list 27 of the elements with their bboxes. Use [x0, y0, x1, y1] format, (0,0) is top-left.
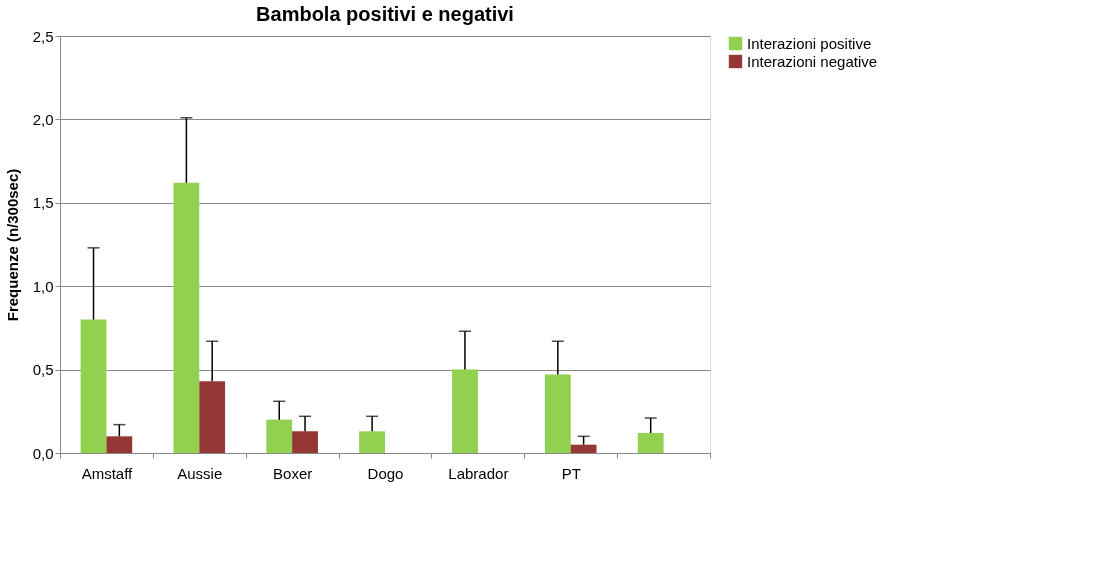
- bar: [80, 319, 107, 453]
- bar: [266, 419, 293, 453]
- legend-label: Interazioni negative: [747, 52, 878, 70]
- bar: [106, 436, 133, 453]
- x-tick-label: Amstaff: [81, 464, 134, 482]
- x-tick-label: PT: [561, 464, 581, 482]
- x-tick-label: Dogo: [367, 464, 404, 482]
- bar: [452, 369, 478, 453]
- x-tick-label: Labrador: [448, 464, 509, 482]
- x-tick-label: Boxer: [273, 464, 313, 482]
- bar: [199, 381, 226, 453]
- y-tick-label: 1,0: [32, 277, 54, 295]
- x-tick-label: Aussie: [177, 464, 223, 482]
- chart-title: Bambola positivi e negativi: [256, 3, 514, 25]
- bar: [173, 182, 200, 453]
- y-tick-label: 0,0: [32, 444, 54, 462]
- bar: [570, 444, 597, 453]
- y-tick-label: 1,5: [32, 194, 54, 212]
- legend-label: Interazioni positive: [747, 34, 872, 52]
- y-axis-title: Frequenze (n/300sec): [3, 168, 21, 322]
- bar: [637, 432, 664, 453]
- bar: [359, 431, 385, 453]
- y-tick-label: 2,0: [32, 110, 54, 128]
- y-tick-label: 2,5: [32, 27, 54, 45]
- bar: [292, 431, 318, 453]
- bar: [544, 374, 571, 453]
- y-tick-label: 0,5: [32, 361, 54, 379]
